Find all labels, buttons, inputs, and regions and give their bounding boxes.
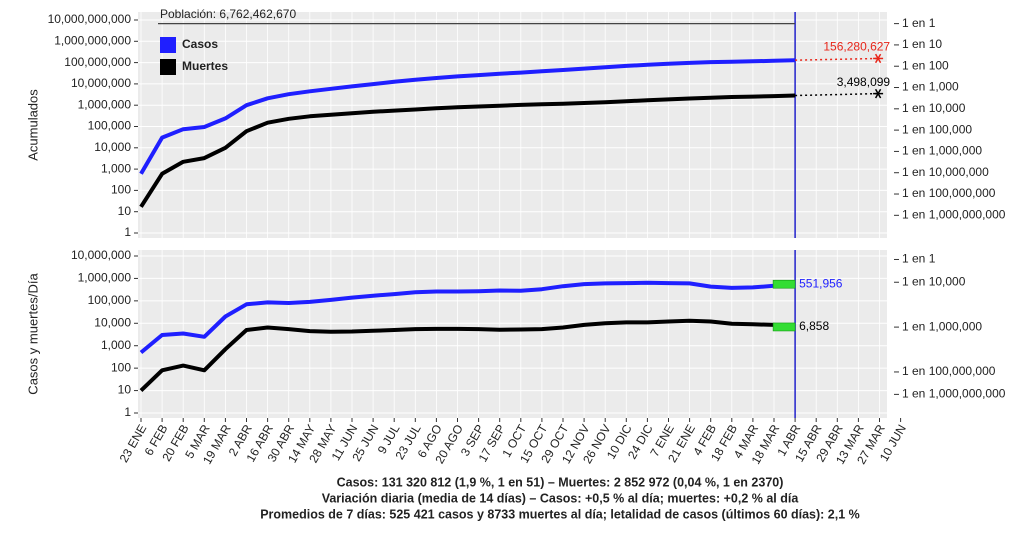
series-line [139, 93, 796, 208]
projection-label: 156,280,627 [823, 40, 890, 54]
y-tick-label: 10 [118, 383, 132, 397]
plot-panel [138, 12, 887, 238]
footer-line: Promedios de 7 días: 525 421 casos y 873… [260, 507, 860, 521]
y-tick-label: 1,000,000,000 [54, 33, 131, 47]
y2-tick-label: 1 en 100,000,000 [902, 186, 996, 200]
y2-tick-label: 1 en 100,000 [902, 122, 972, 136]
plot-panel [138, 250, 887, 418]
y2-tick-label: 1 en 100,000,000 [902, 364, 996, 378]
projection-label: 3,498,099 [837, 75, 891, 89]
y-axis-label: Casos y muertes/Día [25, 273, 40, 395]
legend-label: Casos [182, 37, 218, 51]
y-tick-label: 100,000 [88, 119, 132, 133]
y-tick-label: 1,000,000 [78, 271, 132, 285]
y-tick-label: 10,000 [94, 315, 131, 329]
y-tick-label: 1,000,000 [78, 97, 132, 111]
population-label: Población: 6,762,462,670 [160, 7, 296, 21]
end-value-label: 551,956 [799, 276, 843, 290]
y-axis-label: Acumulados [25, 89, 40, 161]
y-tick-label: 10,000,000 [71, 76, 131, 90]
series-line [139, 318, 796, 393]
y-tick-label: 100 [111, 183, 131, 197]
series-line [139, 280, 796, 355]
legend-swatch [160, 37, 176, 53]
projection-marker [874, 88, 882, 99]
y-tick-label: 10,000,000,000 [48, 12, 132, 26]
series-line [139, 58, 796, 175]
y2-tick-label: 1 en 1,000,000,000 [902, 207, 1006, 221]
x-tick-label: 23 ENE [117, 422, 150, 465]
projection-marker [874, 53, 882, 64]
footer-line: Variación diaria (media de 14 días) – Ca… [322, 491, 800, 505]
y-tick-label: 100,000,000 [64, 55, 131, 69]
y2-tick-label: 1 en 1,000,000 [902, 144, 982, 158]
y2-tick-label: 1 en 1,000 [902, 80, 959, 94]
y2-tick-label: 1 en 10 [902, 37, 942, 51]
recent-band [772, 322, 796, 332]
y2-tick-label: 1 en 1,000,000,000 [902, 387, 1006, 401]
projection-line [795, 57, 879, 61]
y2-tick-label: 1 en 1 [902, 252, 936, 266]
end-value-label: 6,858 [799, 319, 829, 333]
y-tick-label: 100 [111, 360, 131, 374]
legend-label: Muertes [182, 59, 228, 73]
y-tick-label: 100,000 [88, 293, 132, 307]
y-tick-label: 1,000 [101, 161, 131, 175]
y2-tick-label: 1 en 10,000,000 [902, 165, 989, 179]
y2-tick-label: 1 en 1 [902, 16, 936, 30]
y2-tick-label: 1 en 10,000 [902, 274, 966, 288]
y2-tick-label: 1 en 1,000,000 [902, 319, 982, 333]
y-tick-label: 1 [124, 225, 131, 239]
y-tick-label: 1,000 [101, 338, 131, 352]
y-tick-label: 1 [124, 405, 131, 419]
y2-tick-label: 1 en 10,000 [902, 101, 966, 115]
y-tick-label: 10,000,000 [71, 248, 131, 262]
y-tick-label: 10,000 [94, 140, 131, 154]
y2-tick-label: 1 en 100 [902, 58, 949, 72]
footer-line: Casos: 131 320 812 (1,9 %, 1 en 51) – Mu… [337, 475, 784, 489]
projection-line [795, 92, 879, 97]
recent-band [772, 279, 796, 289]
y-tick-label: 10 [118, 204, 132, 218]
legend-swatch [160, 59, 176, 75]
